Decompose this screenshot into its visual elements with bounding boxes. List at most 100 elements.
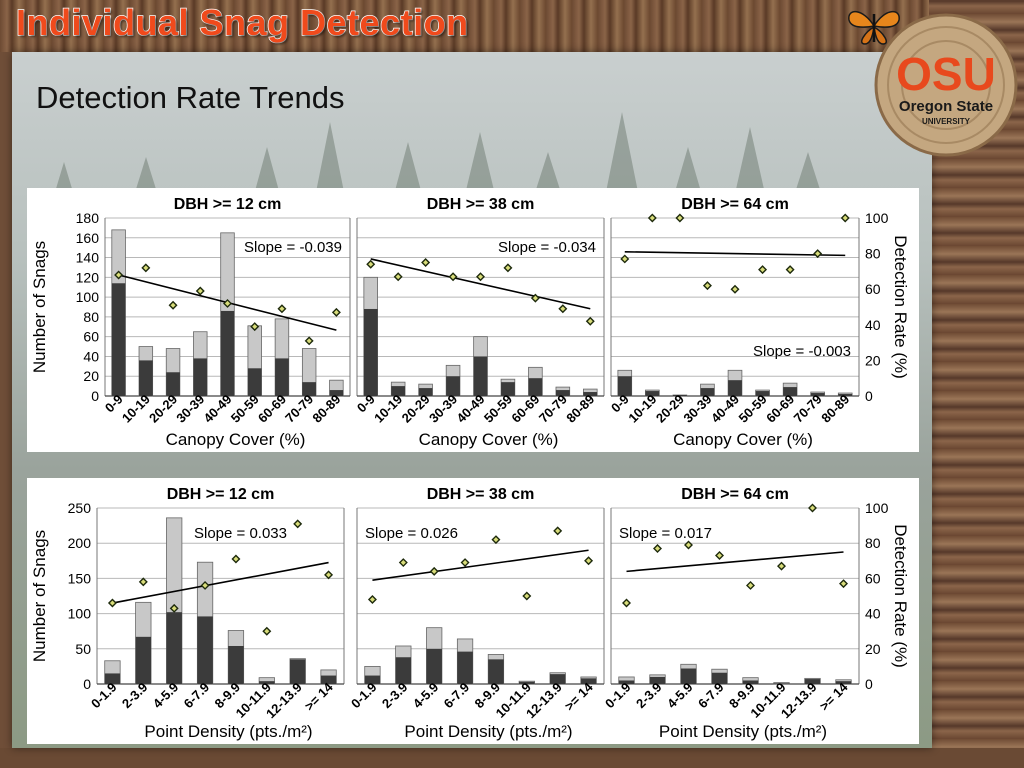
detection-rate-marker — [138, 577, 148, 587]
right-axis-title: Detection Rate (%) — [891, 235, 910, 379]
detected-snags-bar — [810, 393, 825, 396]
left-axis-title: Number of Snags — [30, 530, 49, 662]
category-tick-label: 70-79 — [282, 392, 316, 426]
panel-title: DBH >= 38 cm — [427, 486, 535, 503]
detection-rate-marker — [331, 307, 341, 317]
right-axis-tick-label: 20 — [865, 641, 881, 657]
category-tick-label: 40-49 — [454, 392, 488, 426]
detection-rate-marker — [195, 286, 205, 296]
category-tick-label: 60-69 — [763, 392, 797, 426]
detected-snags-bar — [111, 283, 126, 396]
trend-line — [112, 561, 329, 604]
detection-rate-marker — [393, 272, 403, 282]
left-axis-tick-label: 20 — [83, 368, 99, 384]
category-tick-label: 20-29 — [653, 392, 687, 426]
detected-snags-bar — [549, 674, 566, 684]
point-density-chart-group: 0 50 100 150 200 250 0 20 40 60 80 100 Number of Sna… — [27, 478, 919, 744]
detection-rate-marker — [684, 540, 693, 550]
detected-snags-bar — [135, 636, 152, 684]
detected-snags-bar — [835, 681, 852, 684]
detected-snags-bar — [275, 358, 289, 396]
detection-rate-marker — [169, 603, 179, 613]
category-tick-label: 40-49 — [708, 392, 742, 426]
detected-snags-bar — [680, 668, 697, 684]
trend-line — [372, 549, 589, 581]
right-axis-tick-label: 80 — [865, 535, 881, 551]
detected-snags-bar — [488, 659, 504, 684]
detection-rate-marker — [620, 254, 630, 264]
right-axis-tick-label: 60 — [865, 281, 881, 297]
detection-rate-marker — [653, 543, 662, 553]
detection-rate-marker — [491, 535, 501, 545]
left-axis-tick-label: 60 — [83, 329, 99, 345]
detected-snags-bar — [649, 676, 666, 684]
detection-rate-marker — [785, 265, 795, 275]
detection-rate-marker — [231, 554, 241, 564]
detection-rate-marker — [585, 316, 595, 326]
point-density-chart-svg: 0 50 100 150 200 250 0 20 40 60 80 100 Number of Sna… — [30, 486, 910, 741]
detected-snags-bar — [329, 390, 344, 396]
category-tick-label: 60-69 — [255, 392, 289, 426]
detection-rate-marker — [107, 598, 117, 608]
category-tick-label: 50-59 — [736, 392, 770, 426]
panel-title: DBH >= 64 cm — [681, 486, 789, 503]
detection-rate-marker — [277, 304, 287, 314]
canopy-cover-chart-svg: 0 20 40 60 80 100 120 140 160 180 0 20 40 60 80 100 Numb… — [30, 196, 910, 449]
detected-snags-bar — [501, 382, 515, 396]
slope-label: Slope = -0.003 — [753, 343, 851, 360]
detected-snags-bar — [320, 675, 337, 684]
slope-label: Slope = 0.026 — [365, 525, 458, 542]
left-axis-tick-label: 140 — [76, 250, 100, 266]
detected-snags-bar — [228, 645, 244, 684]
category-tick-label: 10-19 — [625, 392, 659, 426]
canopy-cover-chart-group: 0 20 40 60 80 100 120 140 160 180 0 20 40 60 80 100 Numb… — [27, 188, 919, 452]
detection-rate-marker — [503, 263, 513, 273]
detected-snags-bar — [104, 673, 121, 684]
right-axis-tick-label: 60 — [865, 570, 881, 586]
detection-rate-marker — [530, 293, 540, 303]
slide-title: Detection Rate Trends — [36, 80, 345, 115]
detection-rate-marker — [675, 213, 685, 223]
detected-snags-bar — [473, 356, 488, 396]
detected-snags-bar — [804, 679, 821, 684]
right-axis-tick-label: 100 — [865, 210, 889, 226]
detection-rate-marker — [223, 298, 232, 308]
detected-snags-bar — [555, 390, 570, 396]
trend-line — [370, 258, 591, 310]
banner-title: Individual Snag Detection — [15, 1, 469, 44]
detection-rate-marker — [584, 556, 594, 566]
left-axis-tick-label: 180 — [76, 210, 100, 226]
category-tick-label: 80-89 — [309, 392, 343, 426]
panel-title: DBH >= 64 cm — [681, 196, 789, 213]
category-tick-label: 20-29 — [146, 392, 180, 426]
category-tick-label: 60-69 — [508, 392, 542, 426]
x-axis-title: Point Density (pts./m²) — [404, 722, 572, 741]
detected-snags-bar — [519, 681, 535, 684]
detection-rate-marker — [367, 595, 377, 605]
monarch-butterfly-icon — [848, 11, 900, 45]
detected-snags-bar — [755, 391, 770, 396]
detection-rate-marker — [746, 580, 755, 590]
detection-rate-marker — [522, 591, 532, 601]
category-tick-label: 80-89 — [563, 392, 597, 426]
bark-bottom-border — [0, 748, 1024, 768]
slope-label: Slope = -0.039 — [244, 239, 342, 256]
left-axis-tick-label: 160 — [76, 230, 100, 246]
right-axis-tick-label: 0 — [865, 676, 873, 692]
detected-snags-bar — [302, 382, 316, 396]
detection-rate-marker — [398, 558, 408, 568]
category-tick-label: 70-79 — [536, 392, 570, 426]
detection-rate-marker — [168, 300, 178, 310]
detected-snags-bar — [395, 657, 412, 684]
left-axis-tick-label: 0 — [83, 676, 91, 692]
detected-snags-bar — [166, 372, 180, 396]
detected-snags-bar — [259, 681, 275, 684]
panel-title: DBH >= 38 cm — [427, 196, 535, 213]
logo-osu-text: OSU — [896, 48, 996, 100]
x-axis-title: Canopy Cover (%) — [166, 430, 306, 449]
slope-label: Slope = -0.034 — [498, 239, 596, 256]
detected-snags-bar — [838, 394, 853, 396]
category-tick-label: 30-39 — [173, 392, 207, 426]
bark-left-border — [0, 52, 12, 768]
panel-title: DBH >= 12 cm — [167, 486, 275, 503]
